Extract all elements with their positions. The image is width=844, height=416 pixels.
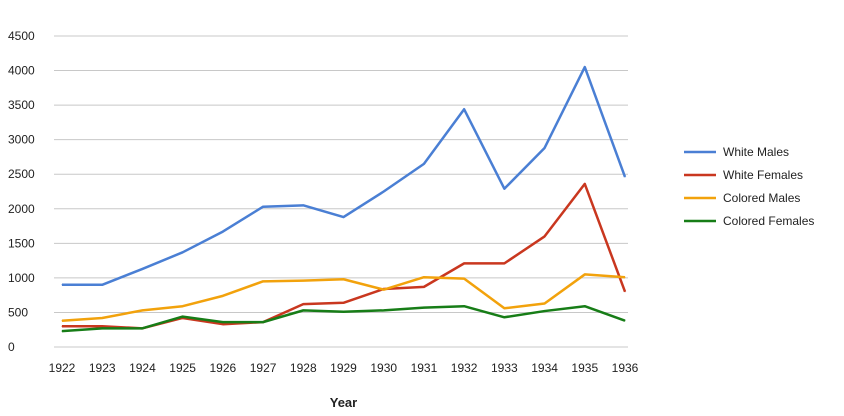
data-point bbox=[383, 289, 385, 291]
data-point bbox=[343, 278, 344, 280]
data-point bbox=[624, 320, 626, 322]
data-point bbox=[302, 204, 304, 206]
legend-label: White Females bbox=[723, 168, 803, 182]
data-point bbox=[141, 309, 143, 311]
x-tick-label: 1935 bbox=[571, 361, 598, 375]
data-point bbox=[624, 276, 626, 278]
x-tick-label: 1930 bbox=[370, 361, 397, 375]
data-point bbox=[544, 147, 546, 149]
data-point bbox=[423, 276, 425, 278]
data-point bbox=[423, 286, 425, 288]
x-tick-label: 1927 bbox=[250, 361, 277, 375]
x-tick-label: 1925 bbox=[169, 361, 196, 375]
x-tick-label: 1934 bbox=[531, 361, 558, 375]
data-point bbox=[503, 262, 505, 264]
data-point bbox=[101, 327, 103, 329]
data-point bbox=[101, 317, 103, 319]
series-line-white-females bbox=[62, 182, 627, 330]
data-point bbox=[423, 307, 425, 309]
data-point bbox=[503, 188, 505, 190]
x-tick-label: 1922 bbox=[49, 361, 76, 375]
data-point bbox=[343, 302, 344, 304]
data-point bbox=[61, 325, 63, 327]
data-point bbox=[624, 291, 626, 293]
y-tick-label: 4500 bbox=[8, 29, 35, 43]
data-point bbox=[503, 307, 505, 309]
data-point bbox=[182, 251, 184, 253]
data-point bbox=[544, 302, 546, 304]
data-point bbox=[61, 330, 63, 332]
x-tick-label: 1928 bbox=[290, 361, 317, 375]
y-tick-label: 0 bbox=[8, 340, 15, 354]
y-tick-label: 2500 bbox=[8, 167, 35, 181]
data-point bbox=[544, 235, 546, 237]
data-point bbox=[544, 310, 546, 312]
data-point bbox=[302, 309, 304, 311]
data-point bbox=[423, 163, 425, 165]
data-point bbox=[343, 216, 344, 218]
data-point bbox=[302, 280, 304, 282]
data-point bbox=[584, 183, 586, 185]
x-tick-label: 1931 bbox=[411, 361, 438, 375]
x-tick-label: 1932 bbox=[451, 361, 478, 375]
x-tick-label: 1926 bbox=[210, 361, 237, 375]
data-point bbox=[141, 268, 143, 270]
data-point bbox=[463, 278, 465, 280]
y-tick-label: 500 bbox=[8, 305, 28, 319]
x-tick-label: 1936 bbox=[612, 361, 639, 375]
series-line-white-males bbox=[62, 65, 627, 287]
data-point bbox=[584, 66, 586, 68]
data-point bbox=[624, 176, 626, 178]
data-point bbox=[182, 305, 184, 307]
data-point bbox=[61, 320, 63, 322]
x-tick-label: 1923 bbox=[89, 361, 116, 375]
data-point bbox=[463, 108, 465, 110]
data-point bbox=[463, 262, 465, 264]
data-point bbox=[222, 323, 224, 325]
legend-label: Colored Males bbox=[723, 191, 800, 205]
series-line-colored-males bbox=[61, 273, 626, 322]
data-point bbox=[503, 316, 505, 318]
y-tick-label: 3000 bbox=[8, 133, 35, 147]
data-point bbox=[262, 280, 264, 282]
data-point bbox=[262, 321, 264, 323]
data-point bbox=[101, 325, 103, 327]
data-point bbox=[141, 327, 143, 329]
data-point bbox=[383, 191, 385, 192]
x-tick-label: 1924 bbox=[129, 361, 156, 375]
x-tick-label: 1933 bbox=[491, 361, 518, 375]
data-point bbox=[222, 231, 224, 233]
y-tick-label: 2000 bbox=[8, 202, 35, 216]
x-axis-title: Year bbox=[330, 395, 357, 410]
y-tick-label: 3500 bbox=[8, 98, 35, 112]
data-point bbox=[182, 316, 184, 318]
data-point bbox=[222, 321, 224, 323]
y-tick-label: 1500 bbox=[8, 236, 35, 250]
data-point bbox=[222, 295, 224, 297]
data-point bbox=[262, 206, 264, 208]
data-point bbox=[584, 305, 586, 307]
data-point bbox=[302, 303, 304, 305]
legend-label: White Males bbox=[723, 145, 789, 159]
y-tick-label: 1000 bbox=[8, 271, 35, 285]
y-tick-label: 4000 bbox=[8, 64, 35, 78]
data-point bbox=[584, 273, 586, 275]
data-point bbox=[101, 284, 103, 286]
data-point bbox=[61, 284, 63, 286]
data-point bbox=[383, 309, 385, 311]
data-point bbox=[343, 311, 344, 313]
x-tick-label: 1929 bbox=[330, 361, 357, 375]
legend-label: Colored Females bbox=[723, 214, 814, 228]
data-point bbox=[463, 305, 465, 307]
